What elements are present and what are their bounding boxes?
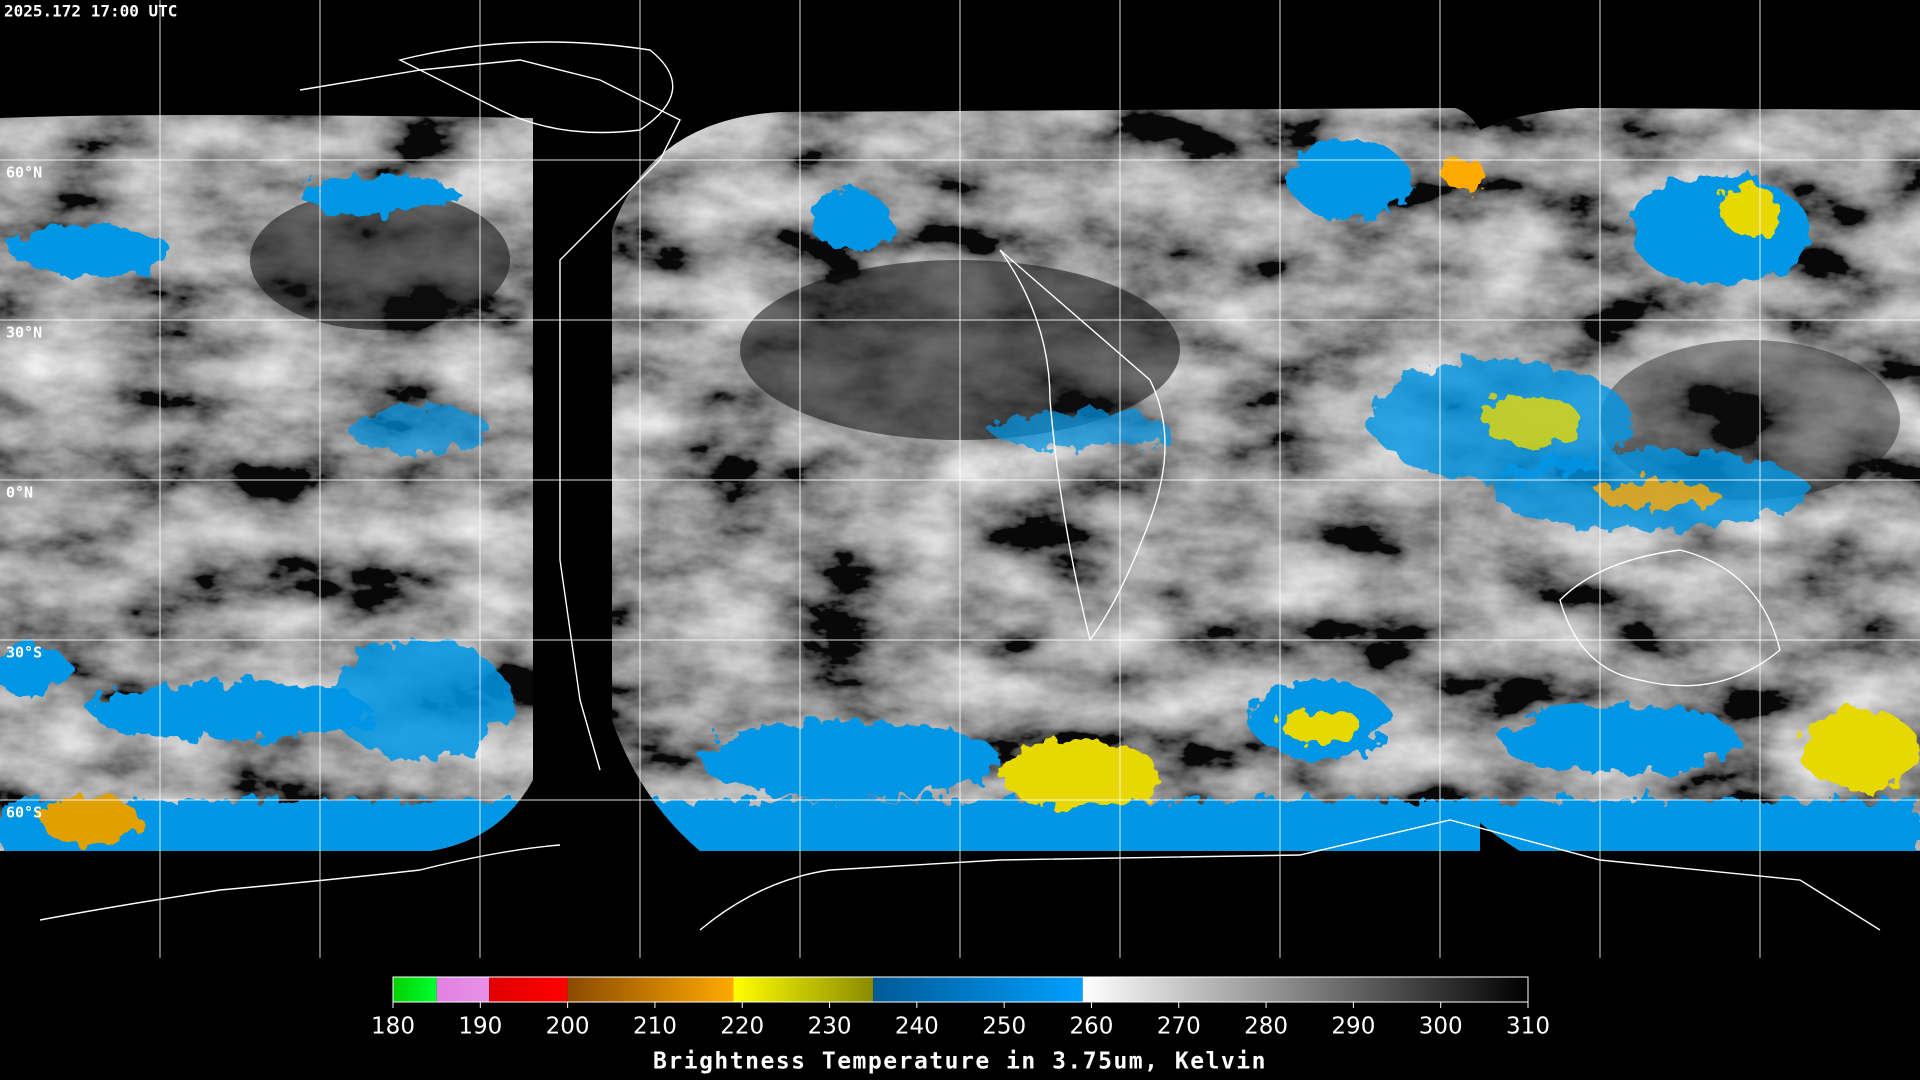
- colorbar-segment: [393, 977, 437, 1002]
- colorbar-tick-label: 200: [546, 1014, 590, 1040]
- colorbar-tick-label: 300: [1419, 1014, 1463, 1040]
- latitude-label: 0°N: [6, 484, 33, 502]
- latitude-label: 30°N: [6, 324, 42, 342]
- graticule: [0, 0, 1920, 958]
- colorbar-frame: [392, 976, 1529, 1003]
- colorbar-segment: [436, 977, 490, 1002]
- coastline: [1559, 549, 1781, 687]
- coastline: [397, 41, 674, 134]
- colorbar-label: Brightness Temperature in 3.75um, Kelvin: [653, 1049, 1267, 1075]
- colorbar-segment: [567, 977, 734, 1002]
- colorbar-tick-label: 190: [458, 1014, 502, 1040]
- coastline: [39, 844, 561, 921]
- colorbar-tick-label: 270: [1157, 1014, 1201, 1040]
- timestamp: 2025.172 17:00 UTC: [4, 2, 177, 21]
- colorbar-segment: [873, 977, 1083, 1002]
- colorbar-tick-label: 290: [1331, 1014, 1375, 1040]
- colorbar-tick-label: 260: [1070, 1014, 1114, 1040]
- colorbar-tick-label: 230: [808, 1014, 852, 1040]
- latitude-label: 60°S: [6, 804, 42, 822]
- colorbar-tick-label: 250: [982, 1014, 1026, 1040]
- latitude-label: 60°N: [6, 164, 42, 182]
- coastlines: [39, 41, 1881, 931]
- coastline: [999, 249, 1166, 642]
- colorbar-tick-label: 210: [633, 1014, 677, 1040]
- colorbar-segment: [489, 977, 568, 1002]
- colorbar-tick-label: 280: [1244, 1014, 1288, 1040]
- colorbar: 180 190 200 210 220 230 240 250 260 270 280 290 300 3…: [371, 976, 1550, 1040]
- colorbar-segment: [733, 977, 874, 1002]
- latitude-label: 30°S: [6, 644, 42, 662]
- colorbar-segment: [1082, 977, 1528, 1002]
- colorbar-tick-label: 240: [895, 1014, 939, 1040]
- coastline: [699, 819, 1881, 931]
- latitude-labels: 60°N 30°N 0°N 30°S 60°S: [6, 164, 42, 822]
- colorbar-tick-label: 220: [720, 1014, 764, 1040]
- colorbar-tick-label: 180: [371, 1014, 415, 1040]
- colorbar-tick-label: 310: [1506, 1014, 1550, 1040]
